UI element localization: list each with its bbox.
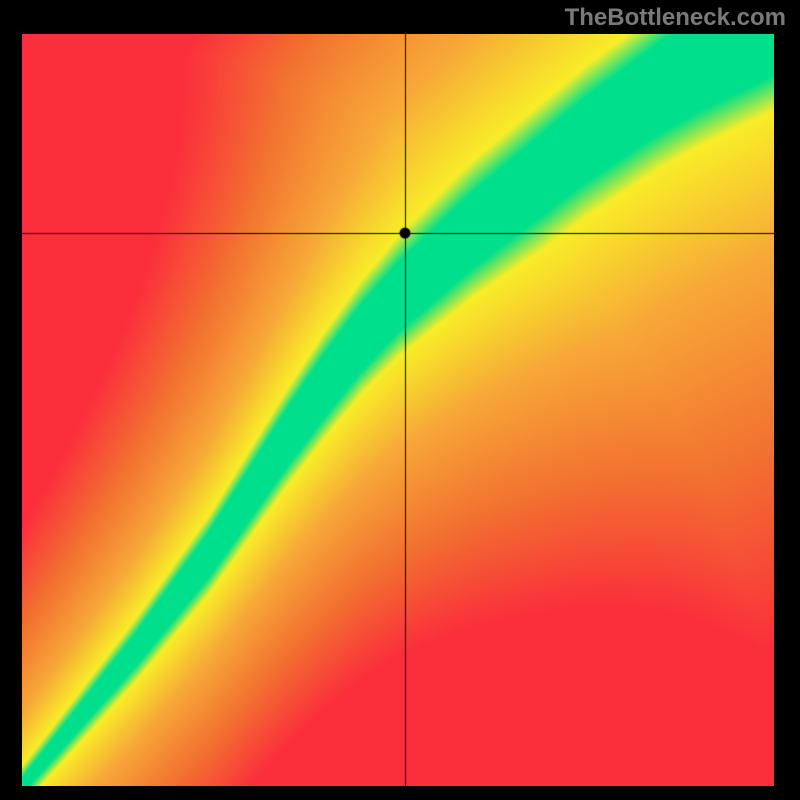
- watermark-text: TheBottleneck.com: [565, 4, 786, 32]
- chart-container: TheBottleneck.com: [0, 0, 800, 800]
- plot-area: [22, 34, 774, 786]
- heatmap-canvas: [22, 34, 774, 786]
